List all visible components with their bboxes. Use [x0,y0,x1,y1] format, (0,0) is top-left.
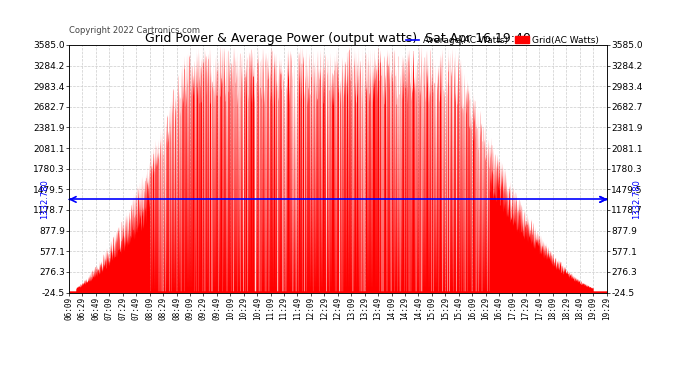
Legend: Average(AC Watts), Grid(AC Watts): Average(AC Watts), Grid(AC Watts) [402,32,602,48]
Text: 1332.780: 1332.780 [40,180,49,219]
Title: Grid Power & Average Power (output watts)  Sat Apr 16 19:40: Grid Power & Average Power (output watts… [145,32,531,45]
Text: Copyright 2022 Cartronics.com: Copyright 2022 Cartronics.com [69,26,200,35]
Text: 1332.780: 1332.780 [632,180,641,219]
